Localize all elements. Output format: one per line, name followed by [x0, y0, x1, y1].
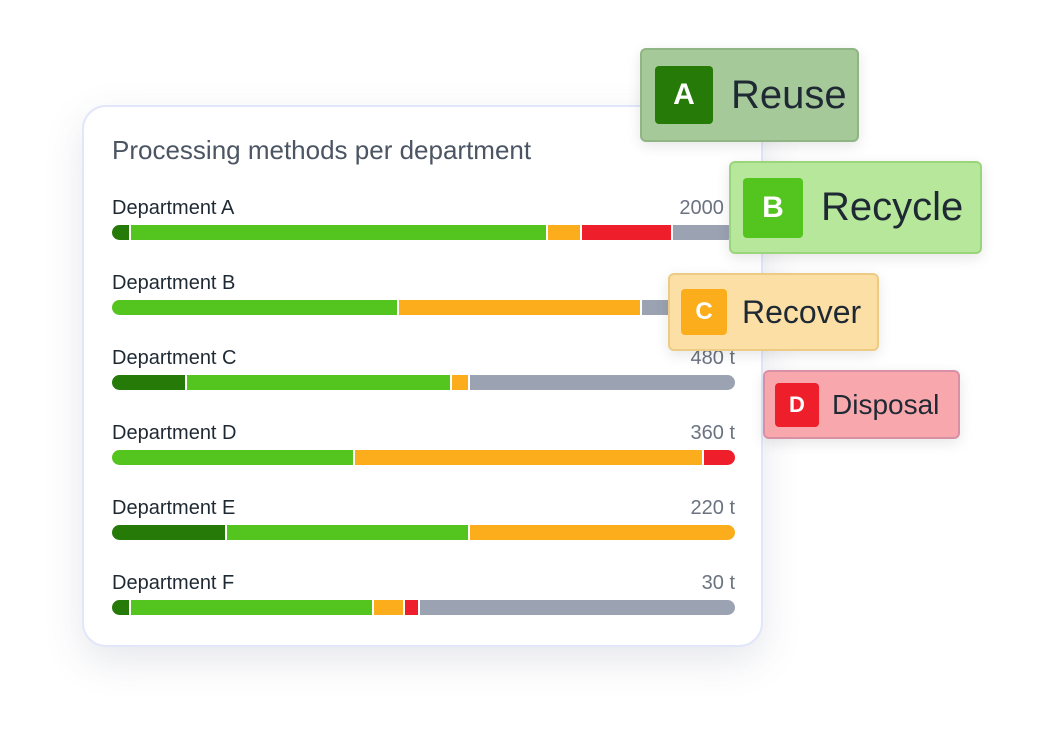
bar-segment-disposal: [703, 450, 735, 465]
legend-badge-c: C: [681, 289, 727, 335]
department-row: Department E 220 t: [112, 497, 735, 557]
legend-item-recover: C Recover: [668, 273, 879, 351]
department-total: 220 t: [690, 497, 735, 519]
bar-segment-recycle: [227, 525, 471, 540]
bar-segment-other: [420, 600, 735, 615]
department-row: Department B1: [112, 272, 735, 332]
department-row: Department F 30 t: [112, 572, 735, 632]
department-label: Department D: [112, 422, 237, 444]
stacked-bar: [112, 450, 735, 465]
department-label: Department B: [112, 272, 236, 294]
department-total: 2000 t: [679, 197, 735, 219]
legend-label-disposal: Disposal: [832, 388, 940, 420]
bar-segment-recover: [373, 600, 405, 615]
bar-segment-reuse: [112, 375, 187, 390]
legend-item-reuse: A Reuse: [640, 48, 859, 142]
bar-segment-other: [470, 375, 735, 390]
legend-label-reuse: Reuse: [731, 72, 847, 117]
bar-segment-other: [672, 225, 735, 240]
department-label: Department A: [112, 197, 235, 219]
bar-segment-recycle: [186, 375, 452, 390]
department-total: 360 t: [690, 422, 735, 444]
department-label: Department E: [112, 497, 236, 519]
bar-segment-recover: [451, 375, 471, 390]
legend-label-recover: Recover: [742, 293, 862, 330]
legend-badge-a: A: [655, 66, 713, 124]
bar-segment-recycle: [112, 450, 355, 465]
legend-badge-d: D: [775, 382, 819, 427]
legend-item-recycle: B Recycle: [729, 161, 982, 254]
bar-segment-recover: [548, 225, 583, 240]
department-total: 480 t: [690, 347, 735, 369]
bar-segment-recycle: [112, 300, 399, 315]
department-row: Department A 2000 t: [112, 197, 735, 257]
legend-label-recycle: Recycle: [821, 185, 964, 229]
department-row: Department C 480 t: [112, 347, 735, 407]
department-label: Department C: [112, 347, 237, 369]
stacked-bar: [112, 600, 735, 615]
department-total: 30 t: [701, 572, 735, 594]
bar-segment-recover: [398, 300, 642, 315]
bar-segment-recover: [354, 450, 704, 465]
department-row: Department D 360 t: [112, 422, 735, 482]
bar-segment-disposal: [404, 600, 421, 615]
bar-segment-reuse: [112, 600, 131, 615]
stacked-bar: [112, 375, 735, 390]
stacked-bar: [112, 525, 735, 540]
legend-item-disposal: D Disposal: [763, 370, 960, 439]
bar-segment-reuse: [112, 225, 131, 240]
department-label: Department F: [112, 572, 235, 594]
bar-segment-reuse: [112, 525, 228, 540]
processing-methods-card: Processing methods per department Depart…: [82, 105, 763, 647]
stacked-bar: [112, 300, 735, 315]
stacked-bar: [112, 225, 735, 240]
bar-segment-recycle: [130, 225, 549, 240]
bar-segment-disposal: [582, 225, 673, 240]
bar-segment-recover: [470, 525, 735, 540]
bar-segment-recycle: [130, 600, 374, 615]
chart-title: Processing methods per department: [112, 135, 532, 165]
legend-badge-b: B: [743, 177, 803, 238]
